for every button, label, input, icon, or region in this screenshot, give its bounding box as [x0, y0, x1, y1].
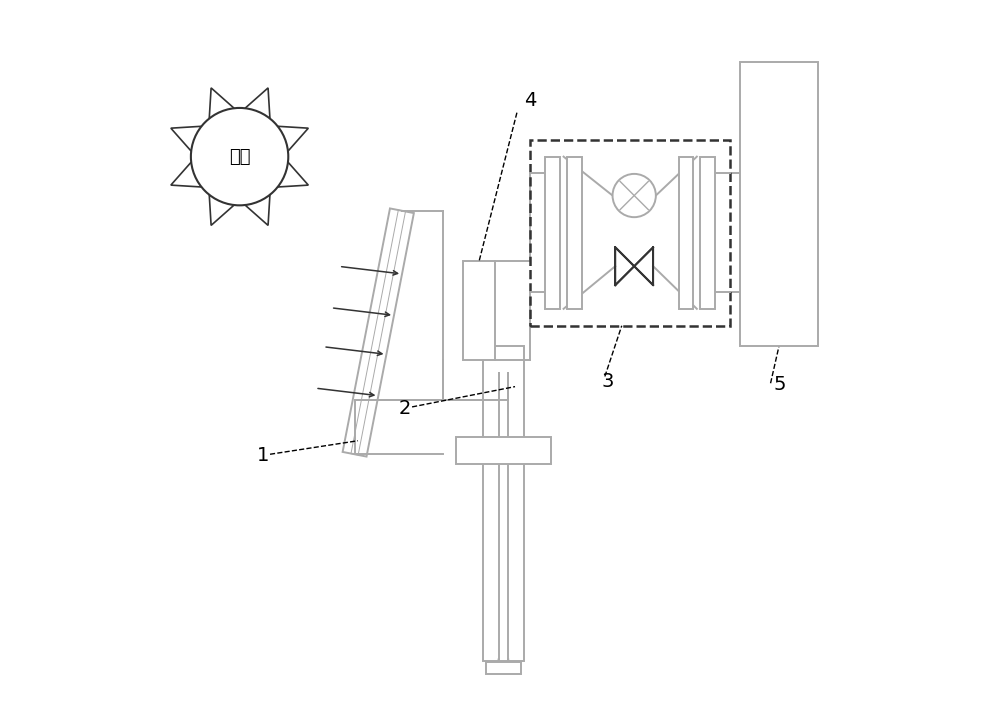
Circle shape	[613, 174, 656, 217]
Bar	[545, 157, 560, 309]
Bar	[456, 437, 551, 464]
Text: 太阳: 太阳	[229, 147, 250, 166]
Bar	[486, 662, 521, 674]
Polygon shape	[343, 209, 414, 456]
Bar	[530, 140, 730, 325]
Bar	[700, 157, 715, 309]
Bar	[483, 346, 524, 661]
Text: 5: 5	[774, 375, 786, 394]
Circle shape	[191, 108, 288, 205]
Bar	[463, 261, 495, 360]
Bar	[740, 62, 818, 346]
Text: 2: 2	[399, 399, 411, 418]
Text: 3: 3	[601, 372, 614, 391]
Text: 4: 4	[524, 91, 536, 110]
Text: 1: 1	[256, 446, 269, 465]
Bar	[679, 157, 693, 309]
Bar	[567, 157, 582, 309]
